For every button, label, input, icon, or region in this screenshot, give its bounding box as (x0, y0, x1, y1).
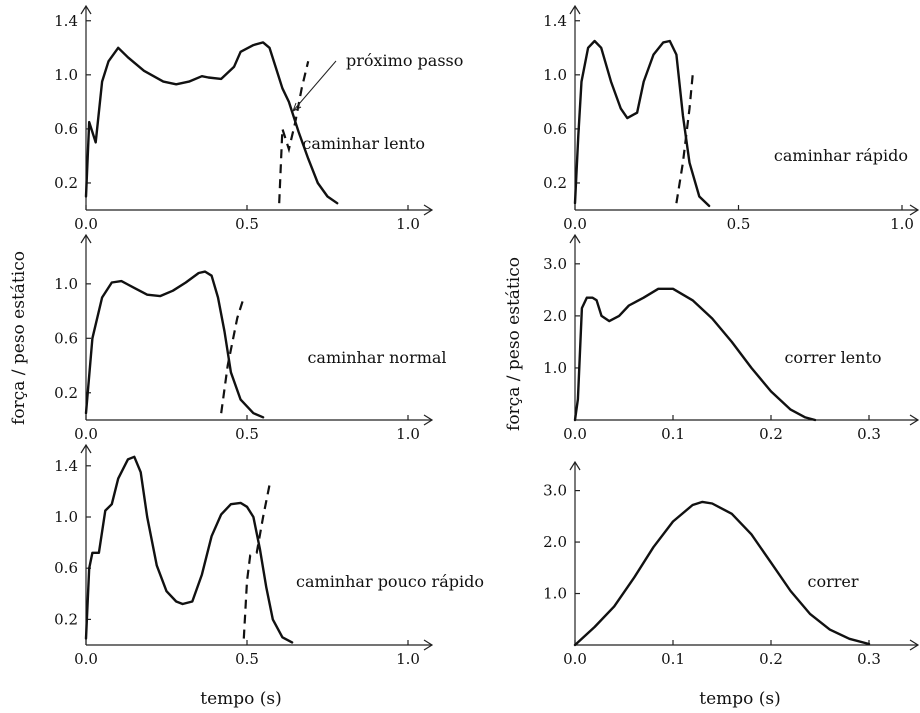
x-tick-label: 1.0 (396, 425, 420, 443)
y-tick-label: 1.4 (54, 457, 78, 475)
chart-panel-1: 0.0 0.5 1.0 0.2 0.6 1.0 1.4 caminhar lento próxi… (54, 4, 463, 233)
y-tick-label: 0.6 (54, 559, 78, 577)
y-axis-arrow (80, 4, 92, 15)
y-tick-label: 0.2 (54, 174, 78, 192)
x-tick-label: 0.1 (661, 425, 685, 443)
y-axis-arrow (569, 460, 581, 471)
force-curve-line (84, 41, 339, 205)
panel-label: caminhar pouco rápido (296, 572, 484, 591)
next-step-dashed-line (278, 61, 310, 204)
y-tick-label: 2.0 (543, 307, 567, 325)
x-tick-label: 1.0 (396, 650, 420, 668)
panel-label: correr (807, 572, 858, 591)
y-tick-label: 3.0 (543, 255, 567, 273)
y-tick-label: 1.4 (54, 12, 78, 30)
y-tick-label: 0.2 (54, 610, 78, 628)
chart-panel-4: 0.0 0.1 0.2 0.3 1.0 2.0 3.0 correr lento (543, 233, 920, 443)
x-tick-label: 1.0 (890, 215, 914, 233)
x-tick-label: 0.5 (727, 215, 751, 233)
x-tick-label: 0.1 (661, 650, 685, 668)
x-tick-label: 0.5 (235, 215, 259, 233)
x-tick-label: 1.0 (396, 215, 420, 233)
x-axis-arrow (909, 204, 920, 216)
y-tick-label: 1.0 (543, 585, 567, 603)
force-curve-line (84, 455, 294, 644)
y-tick-label: 0.6 (54, 120, 78, 138)
next-step-dashed-line (242, 484, 271, 639)
x-tick-label: 0.0 (563, 215, 587, 233)
y-axis-label-left: força / peso estático (9, 251, 29, 425)
x-tick-label: 0.3 (857, 425, 881, 443)
force-curve-line (573, 287, 817, 422)
y-tick-label: 1.4 (543, 12, 567, 30)
chart-panel-6: 0.0 0.1 0.2 0.3 1.0 2.0 3.0 correr (543, 460, 920, 668)
y-tick-label: 1.0 (54, 508, 78, 526)
next-step-dashed-line (675, 74, 694, 204)
x-axis-arrow (423, 639, 434, 651)
y-tick-label: 1.0 (543, 359, 567, 377)
y-tick-label: 2.0 (543, 533, 567, 551)
x-axis-label-left: tempo (s) (200, 689, 282, 709)
force-curve-line (573, 500, 871, 647)
x-tick-label: 0.3 (857, 650, 881, 668)
y-axis-label-right: força / peso estático (504, 257, 524, 431)
x-tick-label: 0.0 (563, 425, 587, 443)
x-axis-arrow (423, 204, 434, 216)
x-tick-label: 0.0 (74, 650, 98, 668)
y-axis-arrow (80, 443, 92, 454)
callout-label: próximo passo (346, 51, 463, 70)
x-axis-arrow (423, 414, 434, 426)
x-tick-label: 0.2 (759, 425, 783, 443)
y-tick-label: 1.0 (54, 66, 78, 84)
next-step-dashed-line (220, 297, 245, 414)
panel-label: caminhar lento (302, 134, 425, 153)
panel-label: correr lento (784, 348, 881, 367)
x-tick-label: 0.5 (235, 425, 259, 443)
y-tick-label: 1.0 (543, 66, 567, 84)
y-tick-label: 0.2 (54, 384, 78, 402)
y-tick-label: 0.6 (54, 329, 78, 347)
x-tick-label: 0.0 (74, 215, 98, 233)
x-tick-label: 0.0 (74, 425, 98, 443)
x-tick-label: 0.2 (759, 650, 783, 668)
y-axis-arrow (569, 233, 581, 244)
chart-panel-2: 0.0 0.5 1.0 0.2 0.6 1.0 1.4 caminhar rápido (543, 4, 920, 233)
x-tick-label: 0.5 (235, 650, 259, 668)
force-curve-line (573, 39, 711, 208)
y-tick-label: 3.0 (543, 482, 567, 500)
force-curve-line (84, 270, 265, 419)
y-axis-arrow (80, 233, 92, 244)
x-axis-arrow (909, 639, 920, 651)
y-tick-label: 0.6 (543, 120, 567, 138)
callout-arrowhead (292, 102, 302, 112)
panel-label: caminhar normal (307, 348, 446, 367)
y-axis-arrow (569, 4, 581, 15)
x-tick-label: 0.0 (563, 650, 587, 668)
chart-panel-5: 0.0 0.5 1.0 0.2 0.6 1.0 1.4 caminhar pouco rápi… (54, 443, 484, 668)
chart-panel-3: 0.0 0.5 1.0 0.2 0.6 1.0 caminhar normal (54, 233, 447, 443)
panel-label: caminhar rápido (774, 146, 908, 165)
y-tick-label: 0.2 (543, 174, 567, 192)
x-axis-arrow (909, 414, 920, 426)
x-axis-label-right: tempo (s) (699, 689, 781, 709)
y-tick-label: 1.0 (54, 275, 78, 293)
callout-pointer (292, 60, 337, 112)
